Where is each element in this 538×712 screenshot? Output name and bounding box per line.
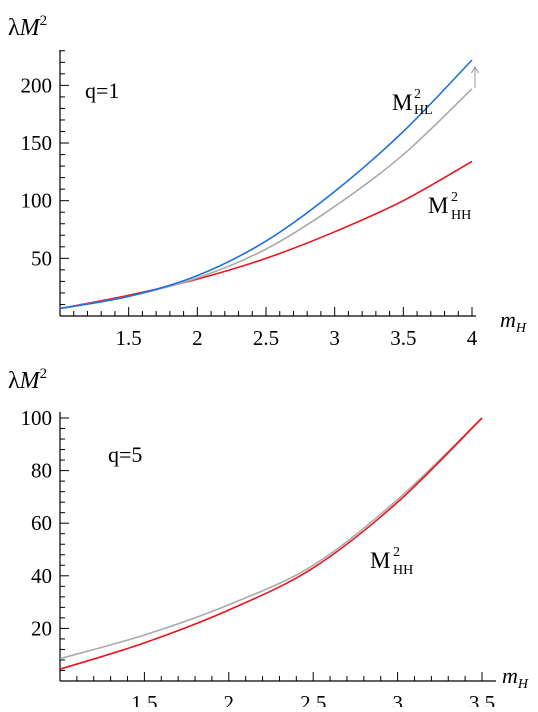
- bottom-y-tick-label: 100: [21, 406, 53, 430]
- top-x-tick-label: 3.5: [390, 326, 416, 350]
- top-x-tick-label: 2.5: [253, 326, 279, 350]
- bottom-series-line-gray: [59, 417, 483, 660]
- top-x-tick-label: 2: [192, 326, 203, 350]
- bottom-x-tick-label: 1.5: [131, 691, 157, 707]
- top-series-label-hh: M 2 HH: [428, 190, 471, 223]
- top-y-tick-label: 150: [21, 131, 53, 155]
- top-series-line-gray: [59, 88, 473, 310]
- bottom-ticks: [59, 417, 483, 681]
- top-y-axis-label: λM2: [8, 13, 47, 41]
- bottom-x-tick-label: 2: [224, 691, 235, 707]
- top-x-tick-label: 3: [329, 326, 340, 350]
- chart-bottom: 1.5 2 2.5 3 3.5 20 40 60 80 100 λM2 mH q=5 M 2 HH: [8, 366, 529, 712]
- bottom-x-tick-label: 2.5: [300, 691, 326, 707]
- top-series-line-mhh: [59, 160, 473, 310]
- top-arrow-icon: [471, 66, 479, 88]
- bottom-y-tick-label: 20: [31, 616, 52, 640]
- top-x-axis-label: mH: [500, 307, 527, 336]
- bottom-series-line-mhh: [59, 417, 483, 670]
- bottom-series-group: [59, 417, 483, 670]
- top-series-group: [59, 59, 473, 310]
- top-x-tick-label: 4: [467, 326, 478, 350]
- bottom-x-tick-label: 3.5: [469, 691, 495, 707]
- top-series-line-mhl: [59, 59, 473, 310]
- bottom-x-tick-label: 3: [392, 691, 403, 707]
- bottom-annotation-q: q=5: [108, 442, 142, 467]
- bottom-y-tick-label: 60: [31, 511, 52, 535]
- bottom-tick-labels: 1.5 2 2.5 3 3.5 20 40 60 80 100: [21, 406, 496, 712]
- top-annotation-q: q=1: [85, 78, 119, 103]
- top-ticks: [59, 50, 473, 316]
- bottom-y-tick-label: 80: [31, 459, 52, 483]
- bottom-series-label-hh: M 2 HH: [370, 545, 413, 578]
- bottom-y-axis-label: λM2: [8, 366, 47, 394]
- bottom-x-axis-label: mH: [502, 663, 529, 692]
- top-y-tick-label: 200: [21, 73, 53, 97]
- top-y-tick-label: 50: [31, 246, 52, 270]
- top-x-tick-label: 1.5: [116, 326, 142, 350]
- top-series-label-hl: M 2 HL: [392, 87, 433, 118]
- top-tick-labels: 1.5 2 2.5 3 3.5 4 50 100 150 200: [21, 73, 478, 350]
- top-y-tick-label: 100: [21, 189, 53, 213]
- bottom-y-tick-label: 40: [31, 564, 52, 588]
